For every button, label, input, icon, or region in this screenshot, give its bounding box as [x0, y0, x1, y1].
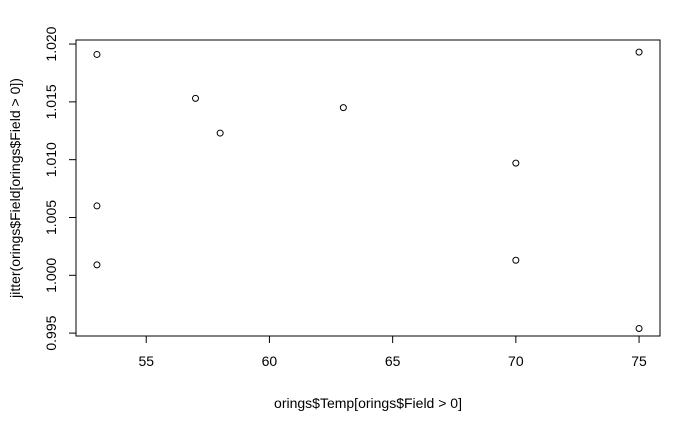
y-axis-label: jitter(orings$Field[orings$Field > 0]): [7, 78, 23, 299]
x-tick-label: 75: [631, 353, 647, 369]
y-tick-label: 1.020: [43, 26, 59, 61]
data-point: [635, 324, 643, 332]
y-tick-label: 1.010: [43, 142, 59, 177]
y-axis: 0.995 1.000 1.005 1.010 1.015 1.020: [43, 26, 77, 351]
y-tick-label: 0.995: [43, 315, 59, 350]
data-point: [192, 94, 200, 102]
x-axis: 55 60 65 70 75: [138, 335, 647, 369]
data-points: [93, 48, 643, 332]
data-point: [93, 261, 101, 269]
data-point: [93, 202, 101, 210]
data-point: [512, 159, 520, 167]
x-axis-label: orings$Temp[orings$Field > 0]: [274, 395, 462, 411]
data-point: [339, 104, 347, 112]
y-tick-label: 1.000: [43, 258, 59, 293]
y-tick-label: 1.005: [43, 200, 59, 235]
data-point: [93, 50, 101, 58]
data-point: [216, 129, 224, 137]
x-tick-label: 65: [385, 353, 401, 369]
plot-frame: [75, 39, 661, 337]
x-tick-label: 55: [138, 353, 154, 369]
data-point: [512, 256, 520, 264]
data-point: [635, 48, 643, 56]
x-tick-label: 60: [262, 353, 278, 369]
x-tick-label: 70: [508, 353, 524, 369]
y-tick-label: 1.015: [43, 84, 59, 119]
